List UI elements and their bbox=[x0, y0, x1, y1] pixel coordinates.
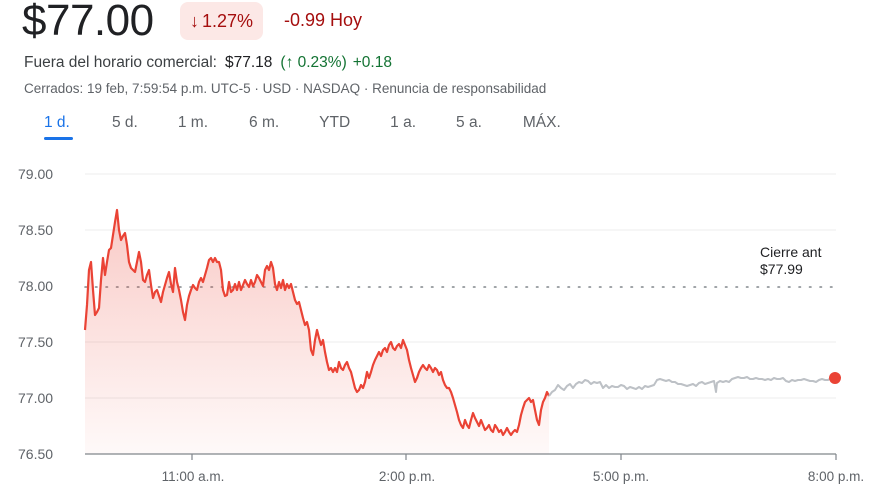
change-today: -0.99 Hoy bbox=[284, 10, 363, 30]
y-tick-77-50: 77.50 bbox=[18, 334, 54, 350]
previous-close-annotation: Cierre ant $77.99 bbox=[760, 244, 821, 278]
tab-ytd[interactable]: YTD bbox=[319, 114, 351, 131]
tab-1a[interactable]: 1 a. bbox=[390, 114, 417, 131]
tab-5d[interactable]: 5 d. bbox=[112, 114, 138, 131]
change-percent: 1.27% bbox=[202, 11, 254, 31]
last-price-dot bbox=[829, 372, 841, 384]
arrow-down-icon: ↓ bbox=[190, 11, 199, 31]
x-tick-11am: 11:00 a.m. bbox=[161, 469, 225, 484]
y-tick-78: 78.00 bbox=[18, 278, 54, 294]
tab-1d[interactable]: 1 d. bbox=[44, 112, 73, 140]
after-hours-label: Fuera del horario comercial: bbox=[24, 54, 217, 71]
x-tick-8pm: 8:00 p.m. bbox=[807, 469, 865, 484]
tab-1m[interactable]: 1 m. bbox=[177, 114, 209, 131]
y-tick-76-50: 76.50 bbox=[18, 446, 54, 462]
after-hours-change: +0.18 bbox=[352, 54, 392, 71]
previous-close-value: $77.99 bbox=[760, 261, 803, 277]
x-axis-ticks bbox=[191, 454, 837, 460]
price-line-regular bbox=[83, 208, 550, 437]
previous-close-label: Cierre ant bbox=[760, 244, 822, 260]
market-status[interactable]: Cerrados: 19 feb, 7:59:54 p.m. UTC-5 · U… bbox=[24, 81, 547, 96]
tab-6m[interactable]: 6 m. bbox=[249, 114, 280, 131]
range-tabs: 1 d. 5 d. 1 m. 6 m. YTD 1 a. 5 a. MÁX. bbox=[24, 112, 561, 142]
after-hours-price: $77.18 bbox=[224, 54, 273, 71]
after-hours-row: Fuera del horario comercial: $77.18 (↑ 0.2… bbox=[24, 54, 392, 72]
quote-price: $77.00 bbox=[22, 0, 154, 45]
x-tick-5pm: 5:00 p.m. bbox=[592, 469, 650, 484]
x-tick-2pm: 2:00 p.m. bbox=[378, 469, 436, 484]
tab-5a[interactable]: 5 a. bbox=[456, 114, 482, 131]
change-percent-badge: ↓ 1.27% bbox=[180, 2, 264, 40]
tab-max[interactable]: MÁX. bbox=[522, 114, 561, 131]
y-tick-79: 79.00 bbox=[18, 166, 54, 182]
y-tick-77: 77.00 bbox=[18, 390, 54, 406]
after-hours-percent: (↑ 0.23%) bbox=[280, 54, 347, 71]
y-tick-78-50: 78.50 bbox=[18, 222, 54, 238]
price-line-after-hours bbox=[548, 376, 834, 397]
